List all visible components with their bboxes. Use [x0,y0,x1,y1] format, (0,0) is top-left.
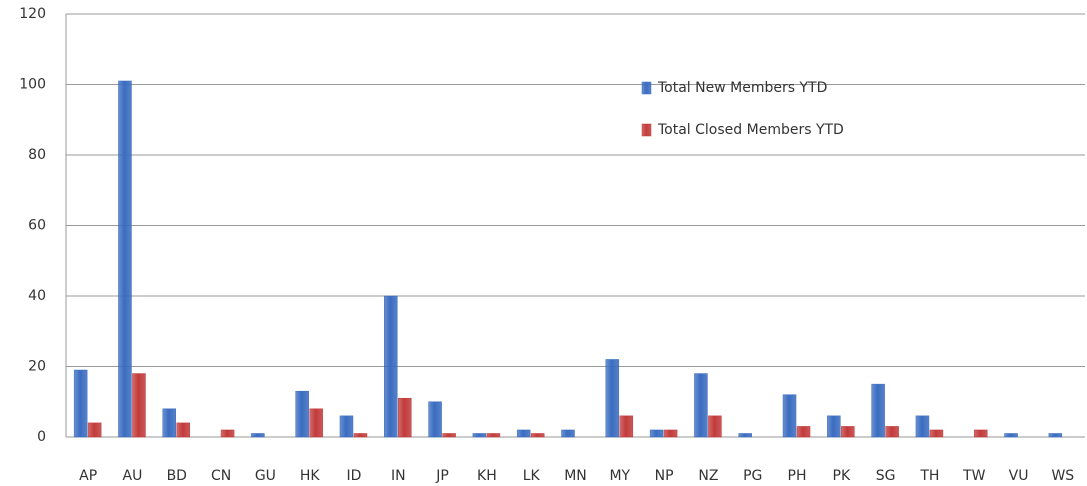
bar [796,426,811,438]
bar [472,433,487,438]
x-tick-label: LK [523,468,541,484]
bar [295,390,309,438]
bar [973,429,988,438]
x-tick-label: AP [79,468,97,484]
bar [530,433,545,438]
x-tick-label: TW [962,468,986,484]
bar [87,422,102,438]
bar [398,397,412,438]
y-tick-label: 0 [37,429,46,445]
x-tick-label: BD [167,468,187,484]
bar [708,415,722,438]
bar [176,422,191,438]
bar [561,429,575,438]
x-tick-label: SG [876,468,896,484]
x-tick-label: TH [919,468,939,484]
bar [353,433,368,438]
bar [827,415,841,438]
x-tick-label: CN [211,468,231,484]
bar [694,373,708,438]
bar [220,429,235,438]
bar [162,408,177,438]
legend-label: Total New Members YTD [657,80,827,96]
y-tick-label: 100 [19,77,46,93]
y-tick-label: 40 [28,288,46,304]
y-tick-label: 120 [19,6,46,22]
bar [428,401,442,438]
x-tick-label: WS [1051,468,1074,484]
bar [309,408,323,438]
bar [73,369,88,438]
bar [929,429,944,438]
x-tick-label: VU [1009,468,1029,484]
x-tick-label: ID [347,468,362,484]
bar [442,433,456,438]
bar [619,415,634,438]
x-tick-label: AU [123,468,143,484]
y-tick-label: 80 [28,147,46,163]
bar [1004,433,1018,438]
x-tick-label: IN [391,468,406,484]
x-tick-label: PG [743,468,762,484]
bar [915,415,930,438]
bar [339,415,354,438]
x-tick-label: NP [655,468,674,484]
legend-label: Total Closed Members YTD [657,122,844,138]
bar [1048,433,1063,438]
x-tick-label: KH [477,468,497,484]
bar [516,429,531,438]
x-tick-label: HK [300,468,321,484]
bar [885,426,899,438]
bar [738,433,752,438]
bar [782,394,797,438]
x-tick-label: PK [833,468,851,484]
x-tick-label: NZ [698,468,718,484]
bar [486,433,501,438]
x-tick-label: MN [564,468,587,484]
bar [118,80,132,438]
bar [663,429,678,438]
bar [251,433,265,438]
bar [649,429,664,438]
x-tick-label: PH [788,468,807,484]
bar [871,383,885,438]
x-tick-label: JP [435,468,449,484]
bar [605,359,620,438]
x-tick-label: MY [609,468,630,484]
legend-marker [641,123,652,137]
bar [841,426,855,438]
y-tick-label: 60 [28,218,46,234]
bar [384,295,398,438]
y-tick-label: 20 [28,359,46,375]
x-tick-label: GU [255,468,276,484]
legend-marker [641,81,652,95]
bar [132,373,146,438]
